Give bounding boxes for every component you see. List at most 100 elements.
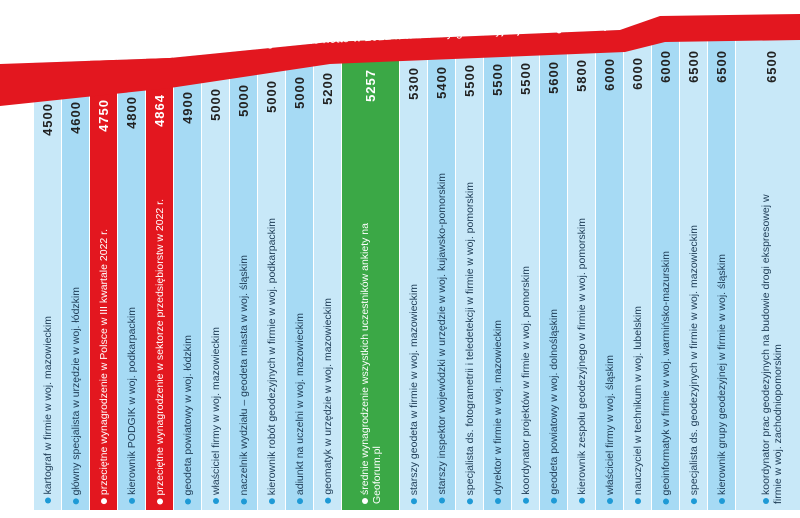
bar-value-label: 5300	[406, 66, 421, 100]
bullet-icon	[762, 498, 769, 504]
bar-category-label: geomatyk w urzędzie w woj. mazowieckim	[322, 298, 334, 504]
bar-category-label: przeciętne wynagrodzenie w Polsce w III …	[98, 229, 110, 504]
bullet-icon	[550, 498, 557, 504]
bar-value-label: 6000	[602, 57, 617, 91]
bar-label-text: geodeta powiatowy w woj. łódzkim	[181, 334, 194, 496]
bar-value-label: 4800	[124, 96, 139, 130]
bar: 5000 adiunkt na uczelni w woj. mazowiecki…	[286, 20, 313, 510]
bar: 5200 geomatyk w urzędzie w woj. mazowieck…	[314, 20, 341, 510]
bar-category-label: specjalista ds. geodezyjnych w firmie w …	[688, 225, 700, 504]
bar-value-label: 5000	[208, 87, 223, 121]
bar-label-text: średnie wynagrodzenie wszystkich uczestn…	[358, 223, 383, 504]
bar-label-text: koordynator prac geodezyjnych na budowie…	[759, 194, 784, 504]
bullet-icon	[44, 498, 51, 504]
bullet-icon	[212, 498, 219, 504]
bar-category-label: kierownik grupy geodezyjnej w firmie w w…	[716, 254, 728, 504]
bar-value-label: 5257	[363, 69, 378, 103]
bar: 4750 przeciętne wynagrodzenie w Polsce w …	[90, 20, 117, 510]
bar-value-label: 5800	[574, 59, 589, 93]
bar: 6000 właściciel firmy w woj. śląskim	[596, 20, 623, 510]
bar: 5500 koordynator projektów w firmie w woj…	[512, 20, 539, 510]
bullet-icon	[72, 498, 79, 504]
bar-value-label: 5600	[546, 60, 561, 94]
bar-category-label: koordynator prac geodezyjnych na budowie…	[760, 174, 784, 504]
bar-label-text: adiunkt na uczelni w woj. mazowieckim	[293, 312, 306, 495]
bullet-icon	[634, 498, 641, 504]
bar-label-text: właściciel firmy w woj. mazowieckim	[209, 326, 222, 495]
bullet-icon	[184, 498, 191, 504]
bar-label-text: kierownik robót geodezyjnych w firmie w …	[265, 217, 278, 495]
bar-value-label: 6500	[714, 50, 729, 83]
bar: 4800 kierownik PODGIK w woj. podkarpackim	[118, 20, 145, 510]
bar: 5257 średnie wynagrodzenie wszystkich ucz…	[342, 20, 399, 510]
bar-category-label: adiunkt na uczelni w woj. mazowieckim	[294, 313, 306, 504]
bullet-icon	[718, 498, 725, 504]
bar-label-text: koordynator projektów w firmie w woj. po…	[519, 266, 532, 495]
bar-label-text: kartograf w firmie w woj. mazowieckim	[41, 316, 54, 495]
bullet-icon	[240, 498, 247, 504]
bullet-icon	[324, 498, 331, 504]
bar-value-label: 4500	[40, 103, 55, 137]
bar-category-label: geoinformatyk w firmie w woj. warmińsko-…	[660, 251, 672, 504]
bar-value-label: 5200	[320, 72, 335, 106]
bar-category-label: dyrektor w firmie w woj. mazowieckim	[492, 320, 504, 504]
bullet-icon	[690, 498, 697, 504]
bar: 6500 specjalista ds. geodezyjnych w firmi…	[680, 20, 707, 510]
bar: 4600 główny specjalista w urzędzie w woj.…	[62, 20, 89, 510]
bar-label-text: kierownik zespołu geodezyjnego w firmie …	[575, 218, 588, 495]
bar: 6000 nauczyciel w technikum w woj. lubels…	[624, 20, 651, 510]
bullet-icon	[466, 498, 473, 504]
bar-label-text: kierownik PODGIK w woj. podkarpackim	[125, 307, 138, 495]
bar-label-text: geodeta powiatowy w woj. dolnośląskim	[547, 309, 560, 495]
bar-value-label: 5400	[434, 65, 449, 99]
bar-value-label: 5000	[292, 76, 307, 109]
bar-label-text: geoinformatyk w firmie w woj. warmińsko-…	[659, 250, 672, 495]
bar: 5000 naczelnik wydziału – geodeta miasta …	[230, 20, 257, 510]
bullet-icon	[494, 498, 501, 504]
bar-category-label: średnie wynagrodzenie wszystkich uczestn…	[359, 174, 383, 504]
bar-category-label: właściciel firmy w woj. mazowieckim	[210, 327, 222, 504]
bar-label-text: właściciel firmy w woj. śląskim	[603, 354, 616, 495]
bar: 6500 kierownik grupy geodezyjnej w firmie…	[708, 20, 735, 510]
bar-category-label: starszy geodeta w firmie w woj. mazowiec…	[408, 284, 420, 504]
bar-value-label: 6000	[658, 50, 673, 83]
bar-value-label: 5000	[264, 79, 279, 113]
bullet-icon	[578, 498, 585, 504]
bar-label-text: główny specjalista w urzędzie w woj. łód…	[69, 286, 82, 495]
bar-category-label: przeciętne wynagrodzenie w sektorze prze…	[154, 199, 166, 504]
bar-label-text: kierownik grupy geodezyjnej w firmie w w…	[715, 254, 728, 495]
bullet-icon	[662, 498, 669, 504]
bar: 6000 geoinformatyk w firmie w woj. warmiń…	[652, 20, 679, 510]
bar-value-label: 6500	[686, 50, 701, 83]
bar: 5000 właściciel firmy w woj. mazowieckim	[202, 20, 229, 510]
bar: 5400 starszy inspektor wojewódzki w urzęd…	[428, 20, 455, 510]
bar-value-label: 4750	[96, 98, 111, 132]
bar-label-text: starszy inspektor wojewódzki w urzędzie …	[435, 173, 448, 495]
bar-category-label: geodeta powiatowy w woj. łódzkim	[181, 334, 194, 504]
bar-category-label: kartograf w firmie w woj. mazowieckim	[42, 316, 54, 504]
bar-value-label: 4600	[68, 100, 83, 134]
bar: 5500 specjalista ds. fotogrametrii i tele…	[456, 20, 483, 510]
bullet-icon	[100, 498, 107, 504]
bar: 5300 starszy geodeta w firmie w woj. mazo…	[400, 20, 427, 510]
bullet-icon	[268, 498, 275, 504]
bullet-icon	[296, 498, 303, 504]
bullet-icon	[128, 498, 135, 504]
bar-label-text: specjalista ds. fotogrametrii i teledete…	[463, 181, 476, 495]
bullet-icon	[606, 498, 613, 504]
bullet-icon	[410, 498, 417, 504]
bar-label-text: przeciętne wynagrodzenie w sektorze prze…	[153, 198, 166, 495]
bar-category-label: kierownik robót geodezyjnych w firmie w …	[266, 218, 278, 504]
bar: 6500 koordynator prac geodezyjnych na bud…	[736, 20, 800, 510]
bar: 5800 kierownik zespołu geodezyjnego w fir…	[568, 20, 595, 510]
bar-label-text: przeciętne wynagrodzenie w Polsce w III …	[97, 228, 110, 495]
bar: 4864 przeciętne wynagrodzenie w sektorze …	[146, 20, 173, 510]
bar-label-text: nauczyciel w technikum w woj. lubelskim	[631, 305, 644, 495]
bullet-icon	[156, 498, 163, 504]
bar-value-label: 6500	[764, 50, 779, 83]
bar: 4500 kartograf w firmie w woj. mazowiecki…	[34, 20, 61, 510]
bar: 5000 kierownik robót geodezyjnych w firmi…	[258, 20, 285, 510]
bar-label-text: geomatyk w urzędzie w woj. mazowieckim	[321, 298, 334, 495]
bar-category-label: główny specjalista w urzędzie w woj. łód…	[70, 287, 82, 504]
